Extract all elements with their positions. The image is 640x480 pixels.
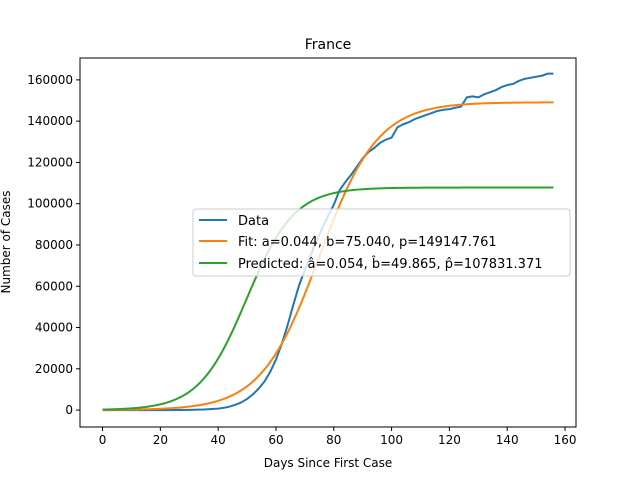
series-line-predicted [102, 186, 554, 411]
x-tick-label: 80 [326, 433, 341, 447]
y-tick-label: 0 [65, 403, 73, 417]
legend: Data Fit: a=0.044, b=75.040, p=149147.76… [192, 208, 571, 277]
x-tick-label: 0 [99, 433, 107, 447]
x-tick-label: 160 [554, 433, 577, 447]
x-tick-label: 140 [496, 433, 519, 447]
plot-frame [79, 57, 577, 428]
y-tick-label: 120000 [27, 155, 73, 169]
y-axis-ticks: 0 20000 40000 60000 80000 100000 120000 140000 1… [27, 73, 80, 417]
x-tick-label: 100 [380, 433, 403, 447]
x-tick-label: 40 [211, 433, 226, 447]
series-line-data [102, 72, 554, 412]
x-tick-label: 120 [438, 433, 461, 447]
y-tick-label: 140000 [27, 114, 73, 128]
legend-box [192, 208, 571, 277]
chart-title: France [305, 37, 352, 53]
x-tick-label: 20 [153, 433, 168, 447]
x-axis-ticks: 0 20 40 60 80 100 120 140 160 [99, 427, 577, 447]
y-tick-label: 60000 [35, 279, 73, 293]
y-tick-label: 160000 [27, 73, 73, 87]
legend-label-predicted: Predicted: â=0.054, b̂=49.865, p̂=107831… [238, 257, 543, 272]
y-tick-label: 40000 [35, 321, 73, 335]
x-tick-label: 60 [268, 433, 283, 447]
legend-label-fit: Fit: a=0.044, b=75.040, p=149147.761 [238, 235, 497, 250]
legend-label-data: Data [238, 214, 269, 229]
y-tick-label: 100000 [27, 197, 73, 211]
x-axis-label: Days Since First Case [264, 456, 393, 470]
y-tick-label: 20000 [35, 362, 73, 376]
y-tick-label: 80000 [35, 238, 73, 252]
y-axis-label: Number of Cases [0, 190, 13, 293]
